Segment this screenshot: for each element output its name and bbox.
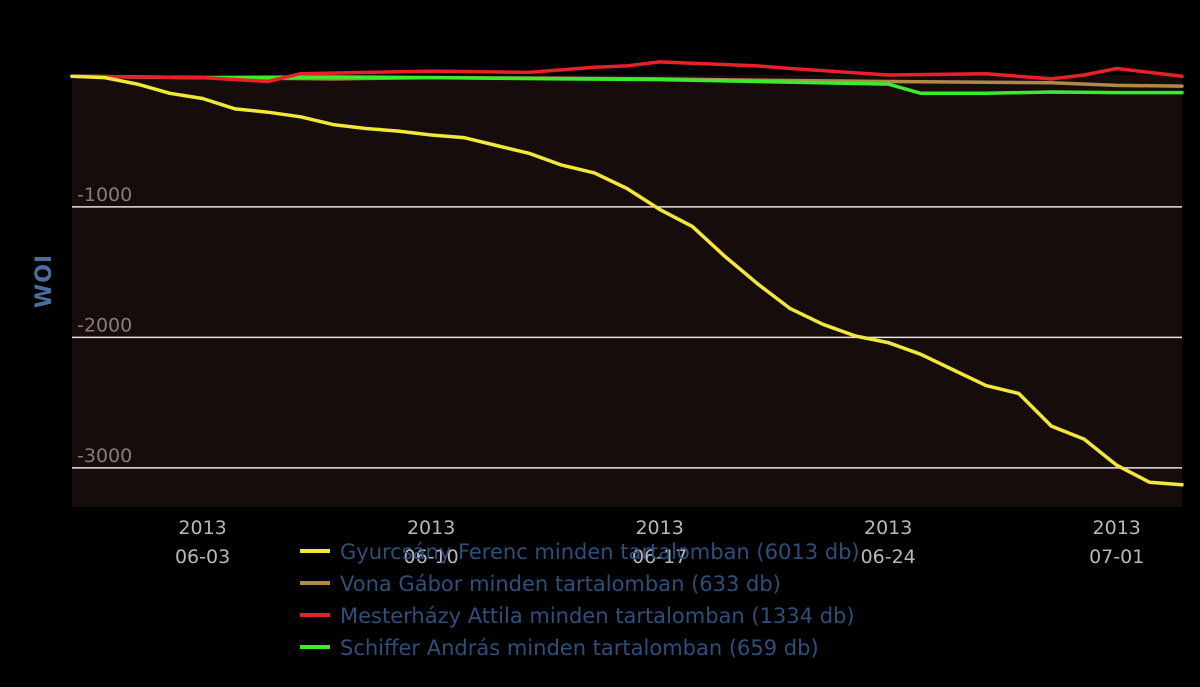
y-tick-label: -1000 bbox=[77, 184, 132, 206]
x-tick-year: 2013 bbox=[1093, 517, 1141, 539]
x-tick-year: 2013 bbox=[635, 517, 683, 539]
series-line bbox=[70, 60, 1184, 84]
x-tick-label: 06-10 bbox=[404, 546, 459, 568]
x-tick-year: 2013 bbox=[407, 517, 455, 539]
legend: Gyurcsány Ferenc minden tartalomban (601… bbox=[300, 540, 860, 660]
y-axis-label: WOI bbox=[32, 254, 57, 308]
x-tick-label: 07-01 bbox=[1089, 546, 1144, 568]
series-line bbox=[70, 74, 1184, 96]
legend-label: Gyurcsány Ferenc minden tartalomban (601… bbox=[340, 540, 860, 564]
plot-background bbox=[72, 75, 1182, 507]
series-line bbox=[70, 74, 1184, 487]
x-tick-label: 06-17 bbox=[632, 546, 687, 568]
gridlines bbox=[72, 206, 1182, 469]
y-tick-label: -3000 bbox=[77, 445, 132, 467]
legend-label: Schiffer András minden tartalomban (659 … bbox=[340, 636, 819, 660]
x-tick-label: 06-24 bbox=[861, 546, 916, 568]
series-lines bbox=[70, 60, 1184, 487]
x-tick-label: 06-03 bbox=[175, 546, 230, 568]
x-tick-year: 2013 bbox=[178, 517, 226, 539]
x-axis-ticks: 2013 06-03 2013 06-10 2013 06-17 2013 06-24 2013… bbox=[175, 517, 1144, 568]
x-tick-year: 2013 bbox=[864, 517, 912, 539]
y-tick-label: -2000 bbox=[77, 314, 132, 336]
y-axis-ticks: -1000 -2000 -3000 bbox=[77, 184, 132, 467]
legend-label: Vona Gábor minden tartalomban (633 db) bbox=[340, 572, 781, 596]
legend-label: Mesterházy Attila minden tartalomban (13… bbox=[340, 604, 855, 628]
